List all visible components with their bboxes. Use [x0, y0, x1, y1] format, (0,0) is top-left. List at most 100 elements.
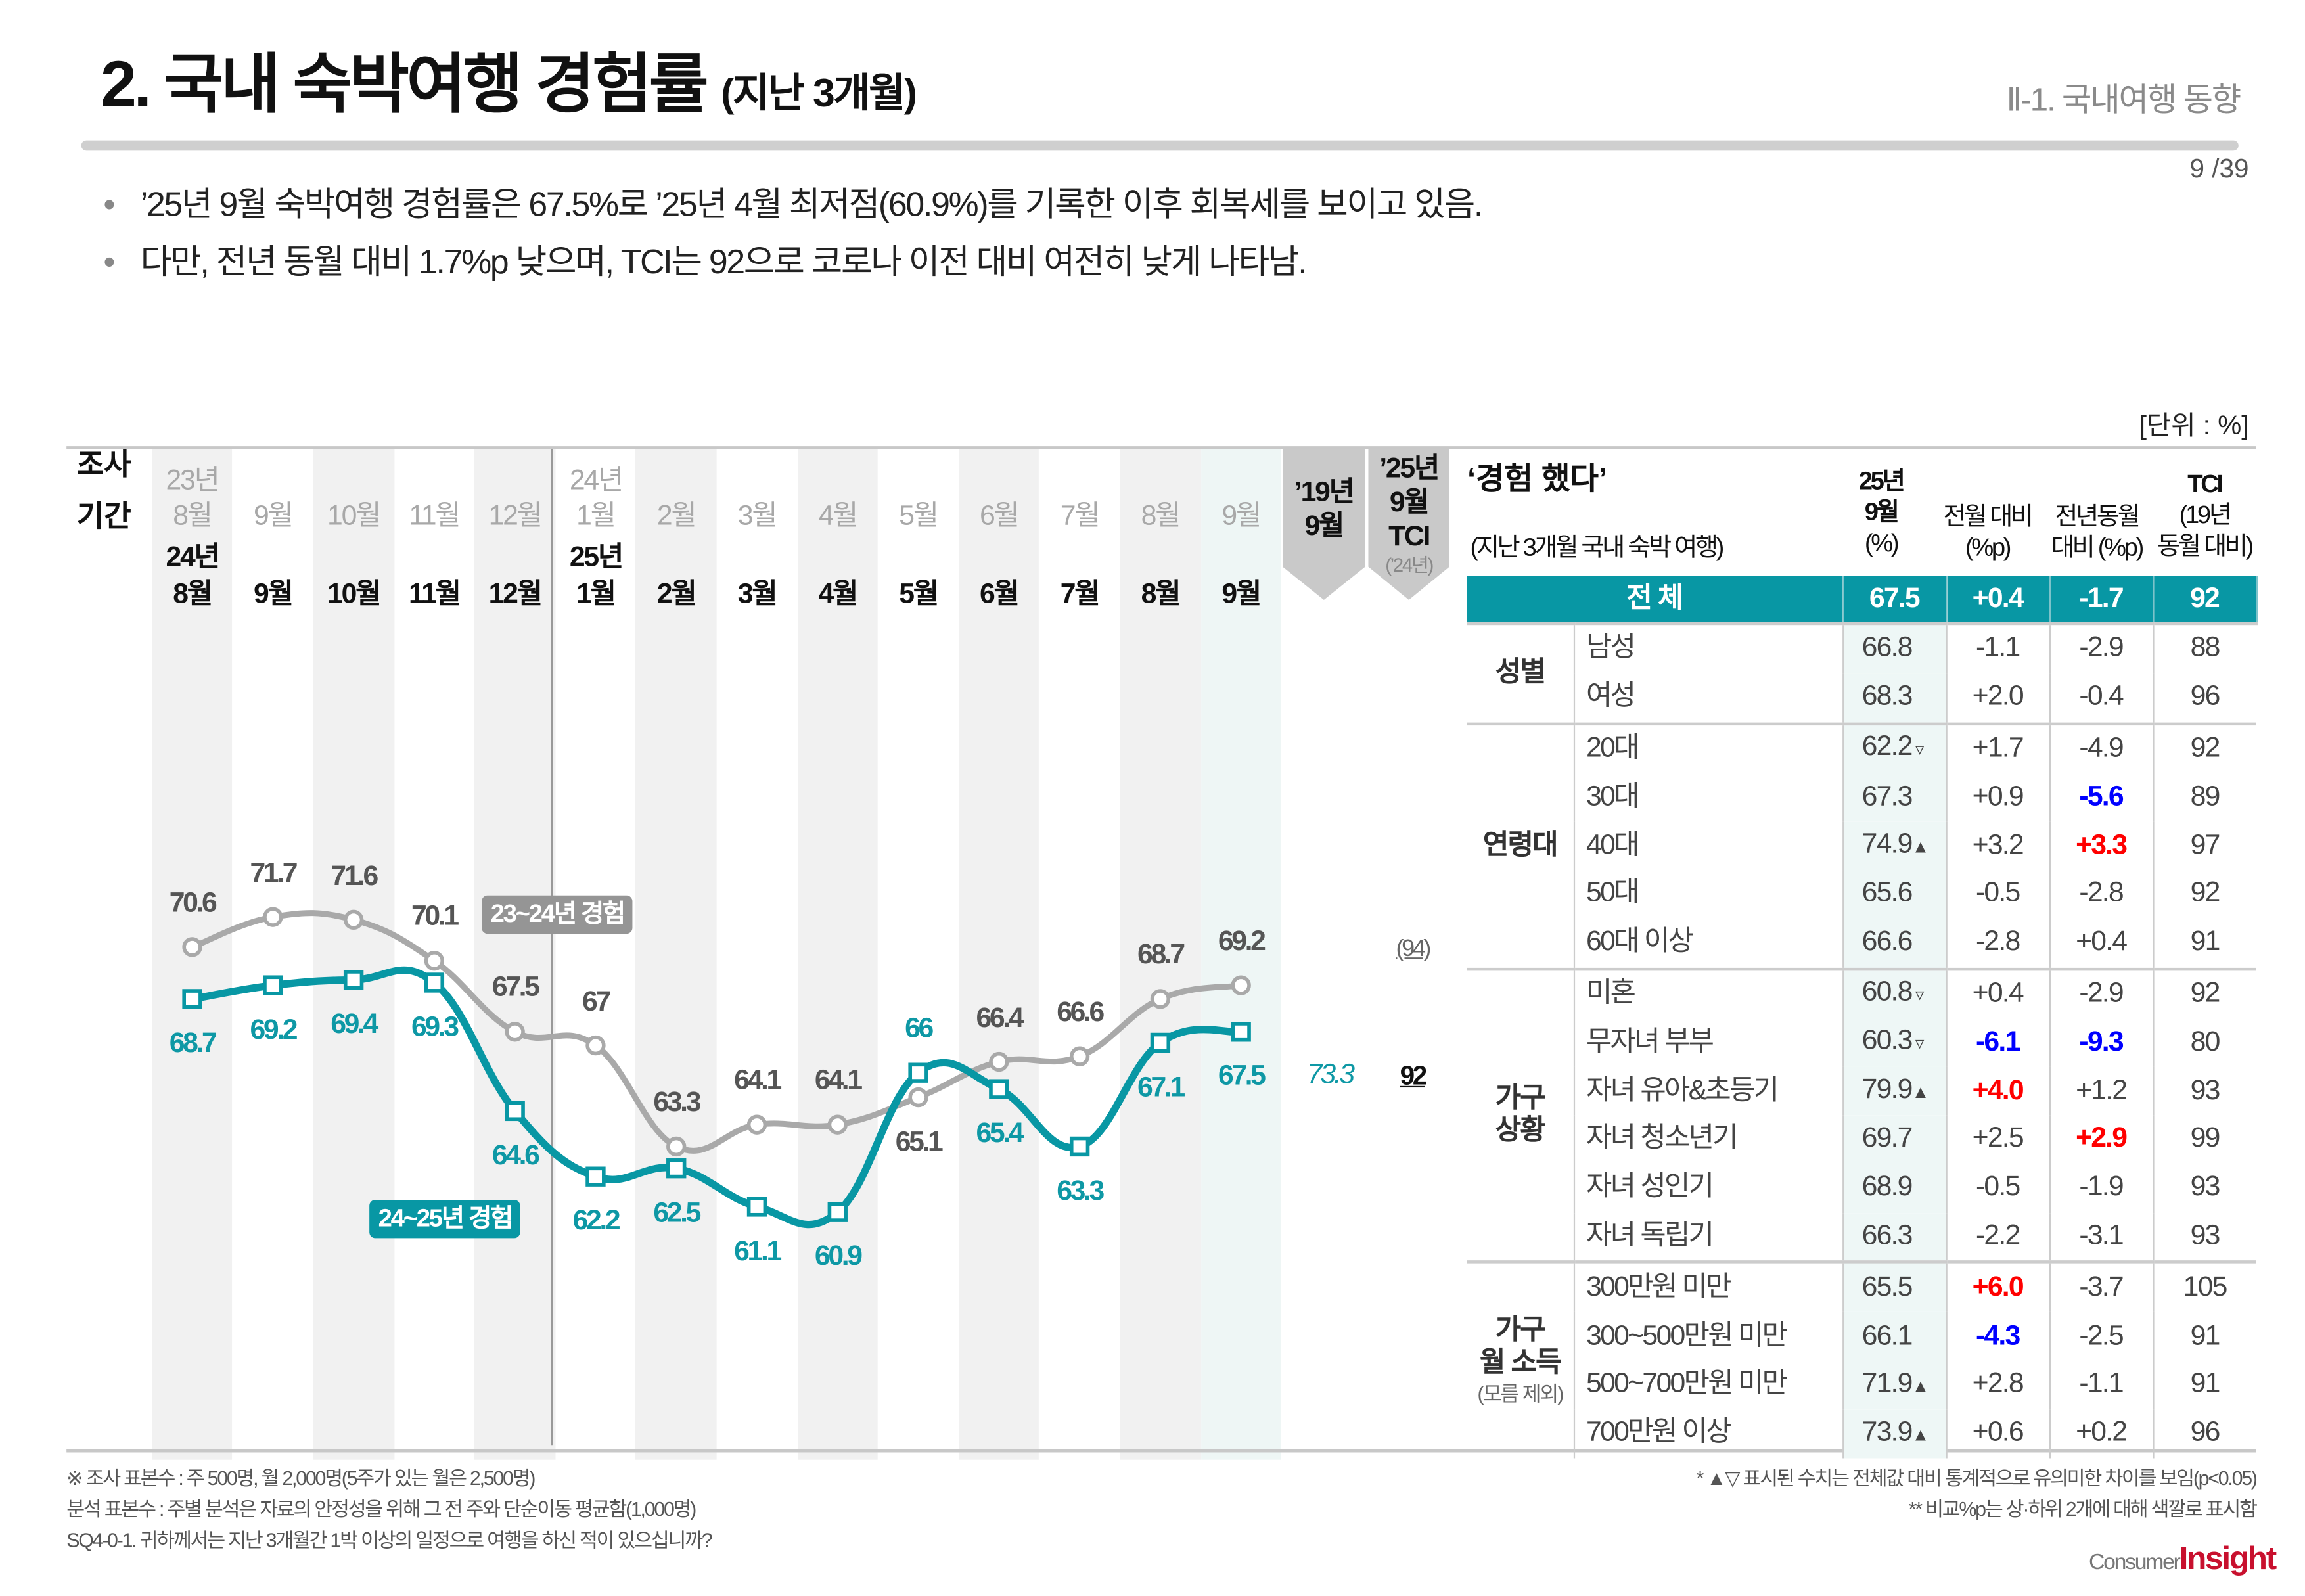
data-label: 65.4	[976, 1118, 1024, 1150]
table-row: 500~700만원 미만 71.9▲ +2.8 -1.1 91	[1467, 1360, 2256, 1409]
table-cell: 전 체	[1467, 576, 1844, 624]
table-group-label: 연령대	[1467, 721, 1574, 969]
table-cell: -2.8	[1946, 919, 2051, 969]
data-point	[908, 1062, 928, 1083]
table-value: 66.3	[1861, 1220, 1913, 1252]
table-cell: -1.9	[2049, 1164, 2154, 1213]
year-divider	[551, 449, 553, 1446]
data-point	[585, 1035, 606, 1056]
col-tci-header-month: 9월	[1389, 488, 1430, 519]
table-cell: +0.9	[1946, 773, 2051, 822]
data-label: 69.4	[331, 1009, 378, 1041]
significance-mark: ▿	[1915, 1033, 1925, 1054]
table-value: 66.1	[1861, 1320, 1913, 1352]
table-cell: +6.0	[1946, 1260, 2051, 1313]
segment-table: 전 체 67.5 +0.4 -1.7 92 성별 남성 66.8 -1.1 -2.9 88 여성 68.…	[1467, 576, 2257, 1458]
table-group-label: 가구 상황	[1467, 967, 1574, 1263]
table-row: 50대 65.6 -0.5 -2.8 92	[1467, 870, 2256, 919]
data-point	[908, 1087, 928, 1108]
table-cell: -1.1	[1946, 622, 2051, 673]
table-cell: +2.9	[2049, 1115, 2154, 1164]
table-value: 69.7	[1861, 1123, 1913, 1155]
table-value: 79.9	[1861, 1074, 1913, 1106]
month-label-prev: 11월	[409, 501, 461, 532]
footnote: ** 비교%p는 상·하위 2개에 대해 색깔로 표시함	[1908, 1498, 2258, 1520]
table-value: 74.9	[1861, 829, 1913, 860]
data-point	[827, 1202, 848, 1222]
month-label-curr: 5월	[899, 579, 939, 610]
table-cell: -4.3	[1946, 1312, 2051, 1361]
significance-mark: ▲	[1911, 1423, 1930, 1445]
table-cell: -2.9	[2049, 622, 2154, 673]
table-cell: -2.8	[2049, 870, 2154, 919]
header-value: 25년 9월 (%)	[1828, 465, 1934, 559]
header-mom: 전월 대비 (%p)	[1934, 501, 2041, 562]
footnote: * ▲▽ 표시된 수치는 전체값 대비 통계적으로 유의미한 차이를 보임(p<…	[1696, 1467, 2258, 1490]
month-label-prev: 2월	[656, 501, 697, 532]
data-point	[263, 975, 283, 995]
month-label-curr: 9월	[254, 579, 294, 610]
table-cell: 66.1	[1842, 1312, 1947, 1361]
table-cell: 700만원 이상	[1573, 1409, 1844, 1458]
significance-mark: ▲	[1911, 1375, 1930, 1396]
col-tci-header-note: (’24년)	[1385, 554, 1434, 576]
table-cell: 40대	[1573, 821, 1844, 871]
table-cell: 자녀 성인기	[1573, 1164, 1844, 1213]
table-value: 67.3	[1861, 781, 1913, 813]
data-label: 67.1	[1137, 1072, 1185, 1104]
header-tci-line3: 동월 대비)	[2157, 532, 2254, 560]
data-point	[505, 1022, 525, 1042]
data-point	[263, 907, 283, 927]
table-cell: -2.9	[2049, 967, 2154, 1019]
table-cell: +3.2	[1946, 821, 2051, 871]
bullet-1: • ’25년 9월 숙박여행 경험률은 67.5%로 ’25년 4월 최저점(60…	[103, 183, 1483, 225]
table-row: 30대 67.3 +0.9 -5.6 89	[1467, 773, 2256, 822]
table-row: 자녀 유아&초등기 79.9▲ +4.0 +1.2 93	[1467, 1066, 2256, 1116]
table-cell: 79.9▲	[1842, 1066, 1947, 1116]
table-cell: 60대 이상	[1573, 919, 1844, 969]
col-2019-header-month: 9월	[1304, 511, 1345, 543]
data-label: 71.7	[250, 857, 298, 889]
significance-mark: ▿	[1915, 984, 1925, 1006]
data-label: 70.1	[411, 901, 459, 933]
data-label: 64.1	[734, 1065, 782, 1097]
table-cell: -0.4	[2049, 673, 2154, 723]
table-row: 300~500만원 미만 66.1 -4.3 -2.5 91	[1467, 1312, 2256, 1361]
table-cell: 67.5	[1842, 576, 1947, 624]
table-cell: -6.1	[1946, 1018, 2051, 1067]
significance-mark: ▿	[1915, 739, 1925, 760]
table-cell: 96	[2190, 1417, 2221, 1449]
table-value: 66.8	[1861, 633, 1913, 664]
table-cell: 60.8 ▿	[1842, 967, 1947, 1019]
table-cell: 91	[2190, 1369, 2221, 1400]
data-point	[343, 909, 364, 930]
table-group-label: 성별	[1467, 622, 1574, 723]
table-value: 68.3	[1861, 681, 1913, 713]
period-label-1: 조사	[76, 449, 131, 482]
header-mom-line1: 전월 대비	[1943, 502, 2034, 531]
table-cell: 96	[2190, 681, 2221, 713]
column-strip	[1200, 449, 1282, 1460]
table-cell: 66.6	[1842, 919, 1947, 969]
bullet-dot: •	[103, 185, 115, 223]
header-yoy: 전년동월 대비 (%p)	[2045, 501, 2148, 562]
table-cell: -3.1	[2049, 1212, 2154, 1263]
column-strip	[474, 449, 556, 1460]
month-label-prev: 5월	[899, 501, 939, 532]
table-row: 자녀 독립기 66.3 -2.2 -3.1 93	[1467, 1212, 2256, 1263]
table-row: 자녀 청소년기 69.7 +2.5 +2.9 99	[1467, 1115, 2256, 1164]
table-cell: 65.6	[1842, 870, 1947, 919]
header-tci-line1: TCI	[2187, 470, 2224, 498]
data-label: 69.3	[411, 1012, 459, 1043]
col-tci-header: ’25년 9월 TCI (’24년)	[1368, 449, 1449, 600]
data-label: 61.1	[734, 1236, 782, 1267]
table-cell: 300만원 미만	[1573, 1260, 1844, 1313]
logo-part2: Insight	[2179, 1539, 2277, 1577]
data-label: 69.2	[1218, 926, 1266, 957]
col-tci-header-year: ’25년	[1379, 453, 1440, 485]
header-mom-line2: (%p)	[1965, 533, 2012, 562]
table-row: 700만원 이상 73.9▲ +0.6 +0.2 96	[1467, 1409, 2256, 1458]
header-tci: TCI (19년 동월 대비)	[2153, 468, 2256, 562]
table-cell: +1.7	[1946, 721, 2051, 773]
